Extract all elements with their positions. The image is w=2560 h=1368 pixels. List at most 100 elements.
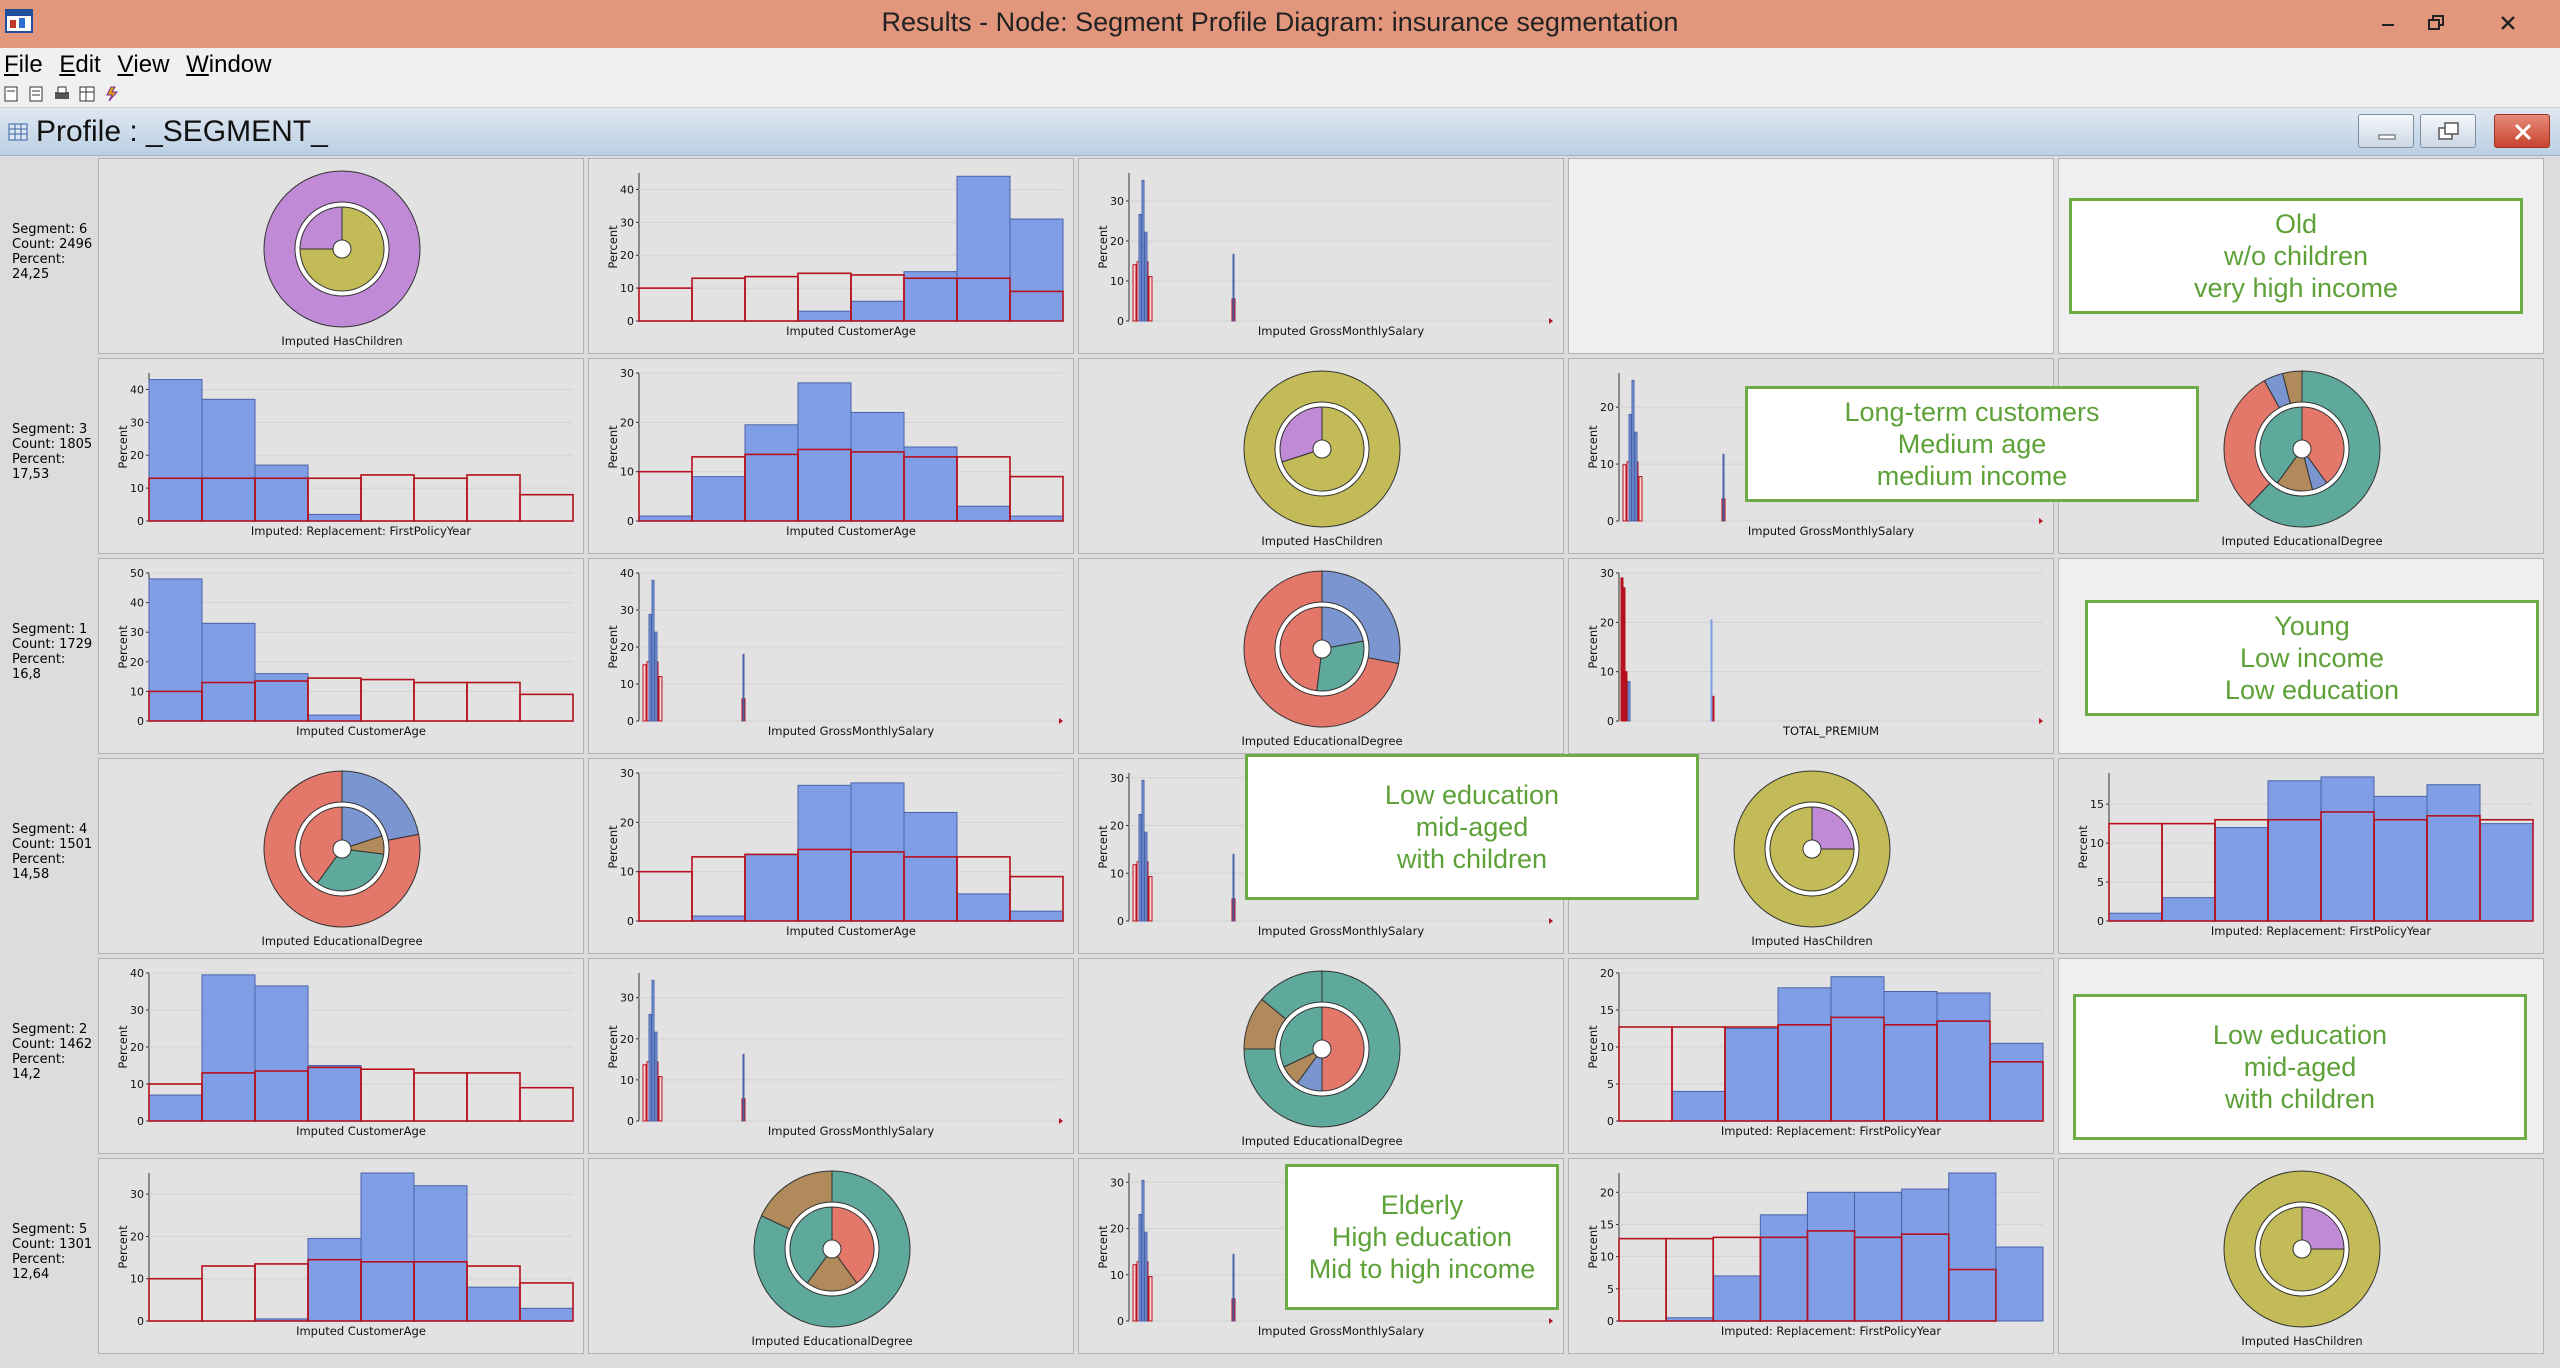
explore-icon[interactable] [103,85,121,103]
annotation-line: Low education [2224,675,2400,705]
profile-restore-button[interactable] [2420,114,2476,148]
print-icon[interactable] [53,85,71,103]
plot-cell[interactable]: 0 5 10 15 Percent Imputed: Replacement: First… [2058,758,2544,954]
plot-cell[interactable]: Imputed HasChildren [2058,1158,2544,1354]
segment-label-line: Percent: 24,25 [12,252,66,282]
y-tick-label: 10 [2090,837,2104,850]
y-tick-label: 0 [627,715,634,728]
plot-cell[interactable]: Imputed EducationalDegree [1078,958,1564,1154]
segment-spike [651,979,655,1122]
plot-cell[interactable]: 0 5 10 15 20 Percent Imputed: Replacement: Fir… [1568,1158,2054,1354]
segment-spike [1634,431,1638,522]
segment-annotation-note: Elderly High education Mid to high income [1285,1164,1559,1310]
plot-cell[interactable]: Imputed HasChildren [1078,358,1564,554]
plot-cell[interactable]: 0 10 20 30 Percent Imputed CustomerAge [588,358,1074,554]
segment-bar [2214,827,2269,922]
grid-icon [8,123,28,141]
plot-cell[interactable]: 0 10 20 30 40 Percent Imputed CustomerAge [588,158,1074,354]
donut-center [1312,1039,1332,1059]
population-spike [1638,476,1643,522]
segment-bar [1901,1188,1950,1322]
plot-cell[interactable]: Imputed EducationalDegree [588,1158,1074,1354]
segment-spike [1141,179,1145,322]
new-document-icon[interactable] [3,85,21,103]
plot-cell[interactable]: 0 10 20 30 40 50 Percent Imputed CustomerAge [98,558,584,754]
y-axis-title: Percent [1586,1225,1600,1269]
y-tick-label: 30 [620,767,634,780]
menu-edit[interactable]: Edit [59,51,101,78]
y-tick-label: 5 [2097,876,2104,889]
y-tick-label: 30 [130,626,144,639]
y-tick-label: 30 [620,216,634,229]
pie-chart: Imputed HasChildren [263,170,421,348]
histogram-chart: 0 10 20 30 Percent Imputed CustomerAge [606,767,1064,938]
y-axis-title: Percent [606,225,620,269]
menu-window[interactable]: Window [186,51,272,78]
y-tick-label: 15 [1600,1218,1614,1231]
y-tick-label: 0 [627,515,634,528]
close-button[interactable] [2486,6,2530,40]
plot-cell[interactable]: Imputed EducationalDegree [98,758,584,954]
segment-label-line: Count: 1729 [12,637,93,652]
segment-spike [1631,379,1635,522]
y-tick-label: 15 [1600,1004,1614,1017]
plot-cell[interactable]: 0 10 20 30 Percent Imputed GrossMonthlySalary [588,958,1074,1154]
y-tick-label: 10 [1600,458,1614,471]
y-tick-label: 10 [130,1273,144,1286]
population-spike [1622,464,1627,522]
segment-bar [148,1094,203,1122]
menu-file[interactable]: File [4,51,43,78]
plot-cell[interactable]: Imputed EducationalDegree [1078,558,1564,754]
inner-pie-segment [831,1206,875,1284]
segment-bar [201,974,256,1122]
y-tick-label: 10 [130,685,144,698]
annotation-line: Low income [2239,643,2385,673]
plot-cell[interactable]: 0 10 20 30 40 Percent Imputed GrossMonthlySala… [588,558,1074,754]
profile-title: Profile : _SEGMENT_ [36,115,328,148]
y-tick-label: 20 [620,416,634,429]
segment-bar [744,853,799,922]
segment-spike [1628,413,1632,522]
plot-cell[interactable]: 0 10 20 30 Percent Imputed CustomerAge [588,758,1074,954]
y-tick-label: 15 [2090,798,2104,811]
pie-chart: Imputed HasChildren [1243,370,1401,548]
histogram-chart: 0 10 20 30 Percent Imputed CustomerAge [116,1172,574,1338]
plot-cell[interactable]: 0 5 10 15 20 Percent Imputed: Replacement: Fir… [1568,958,2054,1154]
segment-bar [1009,218,1064,322]
y-tick-label: 20 [620,1033,634,1046]
plot-cell[interactable]: 0 10 20 30 Percent TOTAL_PREMIUM [1568,558,2054,754]
open-document-icon[interactable] [28,85,46,103]
segment-annotation-note: Young Low income Low education [2085,600,2539,716]
segment-spike [651,579,655,722]
y-tick-label: 30 [620,992,634,1005]
table-icon[interactable] [78,85,96,103]
minimize-button[interactable] [2366,6,2410,40]
population-spike [1148,876,1153,922]
y-axis-title: Percent [116,1225,130,1269]
y-tick-label: 0 [2097,915,2104,928]
inner-pie-segment [1321,1006,1365,1092]
plot-cell[interactable]: Imputed HasChildren [98,158,584,354]
y-tick-label: 0 [1607,515,1614,528]
plot-cell[interactable]: 0 10 20 30 Percent Imputed GrossMonthlySalary [1078,158,1564,354]
variable-label: Imputed: Replacement: FirstPolicyYear [2211,924,2432,938]
population-spike [1132,864,1137,922]
profile-minimize-button[interactable] [2358,114,2414,148]
histogram-chart: 0 10 20 30 40 50 Percent Imputed CustomerAge [116,567,574,738]
variable-label: Imputed HasChildren [281,334,402,348]
plot-cell[interactable]: 0 10 20 30 40 Percent Imputed CustomerAge [98,958,584,1154]
segment-label: Segment: 1 Count: 1729 Percent: 16,8 [12,622,96,682]
pie-chart: Imputed EducationalDegree [1241,570,1403,748]
profile-close-button[interactable] [2494,114,2550,148]
plot-cell[interactable]: 0 10 20 30 Percent Imputed CustomerAge [98,1158,584,1354]
plot-cell[interactable]: 0 10 20 30 40 Percent Imputed: Replacement: Fi… [98,358,584,554]
annotation-line: mid-aged [2243,1052,2357,1082]
axis-end-marker [2039,518,2043,524]
restore-button[interactable] [2414,6,2458,40]
outer-ring-segment [263,770,421,928]
segment-bar [1777,987,1832,1122]
segment-label-line: Count: 1301 [12,1237,93,1252]
menu-view[interactable]: View [117,51,170,78]
axis-end-marker [1059,1118,1063,1124]
variable-label: Imputed: Replacement: FirstPolicyYear [251,524,472,538]
